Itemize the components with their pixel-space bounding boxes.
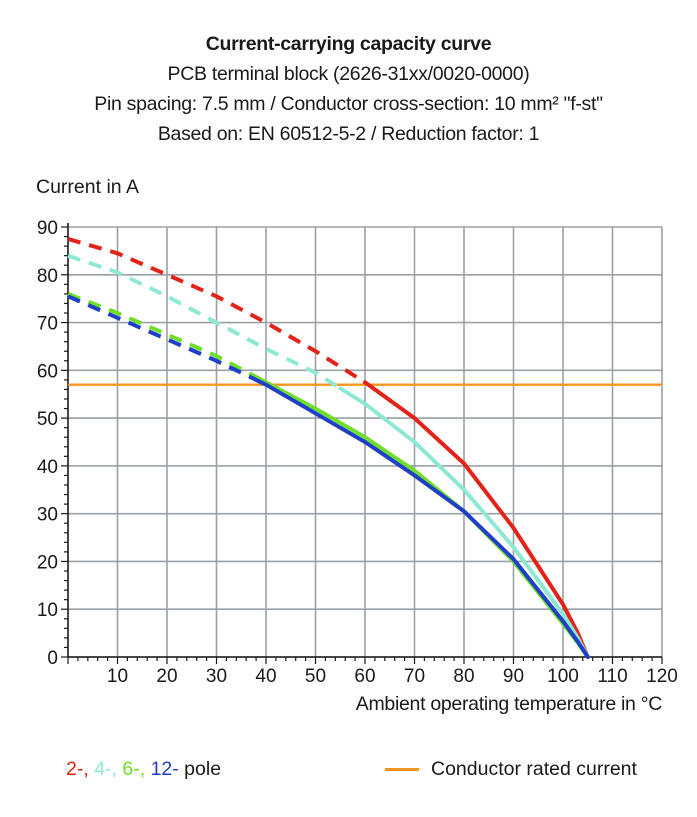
legend-pole-label: pole bbox=[184, 758, 222, 780]
series-6-pole-line bbox=[254, 375, 590, 659]
x-tick-label: 80 bbox=[453, 666, 474, 687]
x-tick-label: 90 bbox=[503, 666, 524, 687]
chart-subtitle-3: Based on: EN 60512-5-2 / Reduction facto… bbox=[157, 123, 540, 145]
x-tick-label: 20 bbox=[156, 666, 177, 687]
x-tick-label: 70 bbox=[404, 666, 425, 687]
legend-series-6: 6- bbox=[122, 758, 140, 780]
x-tick-label: 50 bbox=[305, 666, 326, 687]
y-tick-label: 50 bbox=[37, 409, 58, 430]
x-tick-label: 60 bbox=[354, 666, 375, 687]
x-tick-label: 10 bbox=[107, 666, 128, 687]
legend-series-2: 2- bbox=[66, 758, 84, 780]
series-2-pole-dashed bbox=[67, 236, 367, 384]
x-tick-label: 40 bbox=[255, 666, 276, 687]
legend-rated-current-label: Conductor rated current bbox=[431, 758, 637, 780]
y-tick-label: 60 bbox=[37, 361, 58, 382]
chart-title: Current-carrying capacity curve bbox=[205, 33, 492, 55]
y-tick-label: 70 bbox=[37, 314, 58, 335]
y-tick-label: 10 bbox=[37, 600, 58, 621]
legend-rated-current: Conductor rated current bbox=[385, 758, 637, 781]
series-2-pole-line bbox=[363, 380, 590, 659]
legend-series-12: 12- bbox=[150, 758, 179, 780]
series-12-pole-line bbox=[254, 377, 590, 659]
x-tick-label: 30 bbox=[206, 666, 227, 687]
legend-series-4: 4- bbox=[94, 758, 112, 780]
series-12-pole-dashed bbox=[67, 294, 257, 382]
y-tick-label: 80 bbox=[37, 266, 58, 287]
chart-subtitle-1: PCB terminal block (2626-31xx/0020-0000) bbox=[167, 63, 530, 85]
y-tick-label: 40 bbox=[37, 457, 58, 478]
series-4-pole-dashed bbox=[67, 253, 342, 390]
x-tick-label: 120 bbox=[646, 666, 678, 687]
chart-subtitle-2: Pin spacing: 7.5 mm / Conductor cross-se… bbox=[94, 93, 603, 115]
legend-poles: 2-, 4-, 6-, 12- pole bbox=[66, 758, 222, 780]
y-tick-label: 0 bbox=[47, 648, 58, 669]
y-tick-label: 90 bbox=[37, 218, 58, 239]
y-tick-label: 30 bbox=[37, 505, 58, 526]
series-4-pole-line bbox=[338, 386, 590, 659]
x-tick-label: 110 bbox=[597, 666, 627, 687]
series-6-pole-dashed bbox=[67, 292, 258, 379]
y-axis-label: Current in A bbox=[36, 176, 139, 198]
y-tick-label: 20 bbox=[37, 552, 58, 573]
x-axis-label: Ambient operating temperature in °C bbox=[355, 693, 663, 715]
x-tick-label: 100 bbox=[547, 666, 579, 687]
legend-rated-current-swatch bbox=[385, 768, 419, 771]
